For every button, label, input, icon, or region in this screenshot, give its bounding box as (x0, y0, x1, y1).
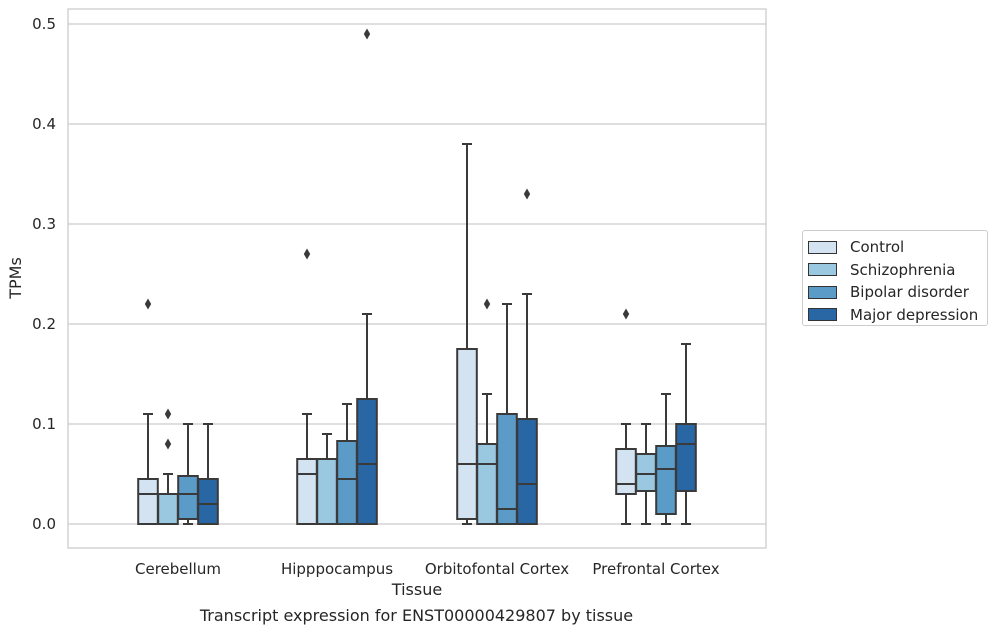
iqr-box (137, 478, 159, 525)
iqr-box (496, 413, 518, 525)
outlier-point (363, 28, 371, 40)
outlier-point (144, 298, 152, 310)
x-axis-title: Tissue (391, 580, 442, 599)
outlier-point (622, 308, 630, 320)
chart-caption: Transcript expression for ENST0000042980… (199, 606, 634, 625)
y-tick-label: 0.0 (32, 515, 56, 533)
y-tick-label: 0.2 (32, 315, 56, 333)
iqr-box (336, 440, 358, 525)
legend-label: Major depression (850, 305, 979, 324)
legend-item: Schizophrenia (808, 259, 987, 282)
legend-item: Bipolar disorder (808, 281, 987, 304)
box-plot-control (296, 248, 318, 525)
iqr-box (635, 453, 657, 492)
legend: Control Schizophrenia Bipolar disorder Majo… (802, 230, 988, 326)
x-tick-label: Hipppocampus (281, 560, 393, 578)
legend-item: Control (808, 236, 987, 259)
legend-swatch (808, 285, 837, 299)
iqr-box (177, 475, 199, 520)
iqr-box (197, 478, 219, 525)
y-tick-label: 0.5 (32, 15, 56, 33)
legend-swatch (808, 240, 837, 254)
box-plot-bipolar-disorder (177, 423, 199, 525)
y-axis-ticks: 0.0 0.1 0.2 0.3 0.4 0.5 (32, 15, 56, 533)
legend-label: Bipolar disorder (850, 283, 969, 302)
box-plot-bipolar-disorder (655, 393, 677, 525)
plot-frame (67, 8, 767, 549)
iqr-box (356, 398, 378, 525)
box-plot-major-depression (197, 423, 219, 525)
iqr-box (655, 445, 677, 515)
box-plot-schizophrenia (157, 408, 179, 525)
iqr-box (296, 458, 318, 525)
x-tick-label: Cerebellum (135, 560, 221, 578)
box-plot-major-depression (356, 28, 378, 525)
iqr-box (615, 448, 637, 495)
x-tick-label: Prefrontal Cortex (592, 560, 719, 578)
box-plot-control (137, 298, 159, 525)
iqr-box (516, 418, 538, 525)
iqr-box (157, 493, 179, 525)
outlier-point (303, 248, 311, 260)
iqr-box (476, 443, 498, 525)
box-plot-control (615, 308, 637, 525)
box-plot-control (456, 143, 478, 525)
legend-swatch (808, 308, 837, 322)
iqr-box (456, 348, 478, 520)
box-plot-major-depression (516, 188, 538, 525)
outlier-point (523, 188, 531, 200)
legend-label: Schizophrenia (850, 260, 956, 279)
iqr-box (675, 423, 697, 492)
outlier-point (164, 438, 172, 450)
x-axis-ticks: Cerebellum Hipppocampus Orbitofontal Corte… (135, 560, 720, 578)
box-plots (137, 28, 697, 525)
legend-label: Control (850, 238, 905, 257)
outlier-point (483, 298, 491, 310)
y-tick-label: 0.3 (32, 215, 56, 233)
outlier-point (164, 408, 172, 420)
box-plot-major-depression (675, 343, 697, 525)
box-plot-bipolar-disorder (336, 403, 358, 525)
iqr-box (316, 458, 338, 525)
y-tick-label: 0.4 (32, 115, 56, 133)
y-tick-label: 0.1 (32, 415, 56, 433)
x-tick-label: Orbitofontal Cortex (425, 560, 569, 578)
legend-swatch (808, 263, 837, 277)
legend-item: Major depression (808, 304, 987, 327)
y-axis-title: TPMs (6, 257, 25, 300)
